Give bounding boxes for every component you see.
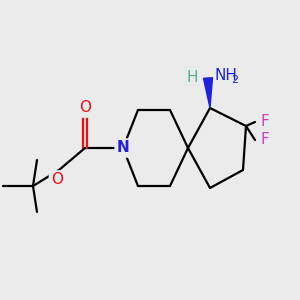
Text: NH: NH <box>214 68 237 83</box>
Text: F: F <box>260 133 269 148</box>
Text: 2: 2 <box>231 75 238 85</box>
Text: O: O <box>79 100 91 116</box>
Text: N: N <box>117 140 129 155</box>
Text: F: F <box>260 115 269 130</box>
Text: O: O <box>51 172 63 188</box>
Polygon shape <box>203 78 212 108</box>
Text: H: H <box>186 70 198 86</box>
